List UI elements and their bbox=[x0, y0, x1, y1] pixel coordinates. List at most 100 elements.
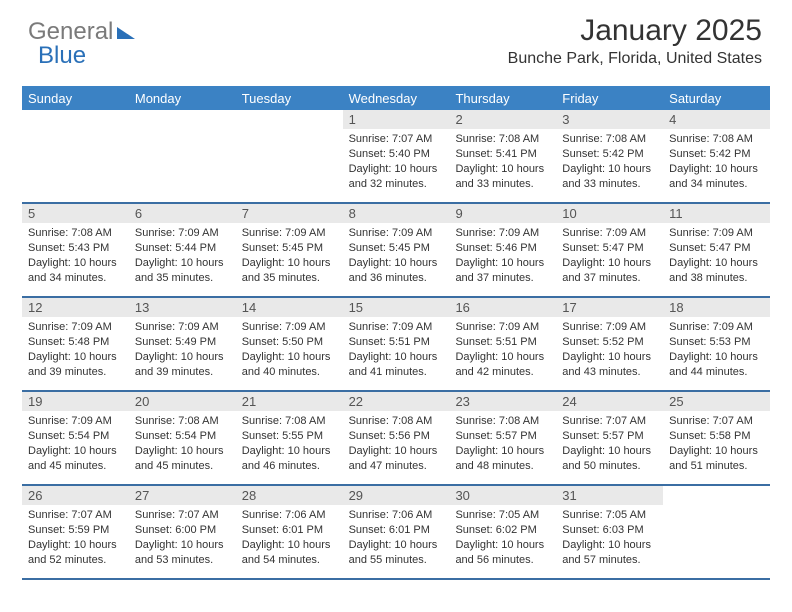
day-line-day1: Daylight: 10 hours bbox=[135, 444, 230, 459]
day-line-sunrise: Sunrise: 7:05 AM bbox=[562, 508, 657, 523]
day-line-day2: and 35 minutes. bbox=[135, 271, 230, 286]
calendar-day: 5Sunrise: 7:08 AMSunset: 5:43 PMDaylight… bbox=[22, 204, 129, 296]
day-details: Sunrise: 7:06 AMSunset: 6:01 PMDaylight:… bbox=[236, 505, 343, 573]
day-details: Sunrise: 7:08 AMSunset: 5:56 PMDaylight:… bbox=[343, 411, 450, 479]
calendar-day: 19Sunrise: 7:09 AMSunset: 5:54 PMDayligh… bbox=[22, 392, 129, 484]
calendar-day: 27Sunrise: 7:07 AMSunset: 6:00 PMDayligh… bbox=[129, 486, 236, 578]
calendar-day: 24Sunrise: 7:07 AMSunset: 5:57 PMDayligh… bbox=[556, 392, 663, 484]
day-number: 26 bbox=[22, 486, 129, 505]
day-line-sunset: Sunset: 5:42 PM bbox=[669, 147, 764, 162]
day-line-day1: Daylight: 10 hours bbox=[135, 256, 230, 271]
page-title: January 2025 bbox=[508, 14, 762, 48]
day-details: Sunrise: 7:08 AMSunset: 5:55 PMDaylight:… bbox=[236, 411, 343, 479]
day-number: 13 bbox=[129, 298, 236, 317]
day-line-day1: Daylight: 10 hours bbox=[455, 350, 550, 365]
day-line-day2: and 34 minutes. bbox=[28, 271, 123, 286]
day-line-day2: and 55 minutes. bbox=[349, 553, 444, 568]
day-line-sunset: Sunset: 5:58 PM bbox=[669, 429, 764, 444]
calendar-day bbox=[22, 110, 129, 202]
day-details: Sunrise: 7:08 AMSunset: 5:54 PMDaylight:… bbox=[129, 411, 236, 479]
day-number: 8 bbox=[343, 204, 450, 223]
day-line-sunrise: Sunrise: 7:08 AM bbox=[349, 414, 444, 429]
day-details: Sunrise: 7:05 AMSunset: 6:02 PMDaylight:… bbox=[449, 505, 556, 573]
day-line-day2: and 38 minutes. bbox=[669, 271, 764, 286]
day-line-day2: and 53 minutes. bbox=[135, 553, 230, 568]
day-number: 23 bbox=[449, 392, 556, 411]
day-header: Saturday bbox=[663, 87, 770, 110]
day-line-sunrise: Sunrise: 7:09 AM bbox=[562, 320, 657, 335]
day-details: Sunrise: 7:09 AMSunset: 5:45 PMDaylight:… bbox=[343, 223, 450, 291]
day-number: 11 bbox=[663, 204, 770, 223]
day-line-sunset: Sunset: 6:01 PM bbox=[349, 523, 444, 538]
day-line-sunset: Sunset: 5:41 PM bbox=[455, 147, 550, 162]
calendar-day: 8Sunrise: 7:09 AMSunset: 5:45 PMDaylight… bbox=[343, 204, 450, 296]
day-line-day2: and 43 minutes. bbox=[562, 365, 657, 380]
calendar-day: 10Sunrise: 7:09 AMSunset: 5:47 PMDayligh… bbox=[556, 204, 663, 296]
day-line-sunset: Sunset: 5:57 PM bbox=[562, 429, 657, 444]
day-details: Sunrise: 7:07 AMSunset: 5:58 PMDaylight:… bbox=[663, 411, 770, 479]
day-header: Wednesday bbox=[343, 87, 450, 110]
day-line-day2: and 42 minutes. bbox=[455, 365, 550, 380]
day-number: 22 bbox=[343, 392, 450, 411]
day-line-day2: and 50 minutes. bbox=[562, 459, 657, 474]
calendar-day: 17Sunrise: 7:09 AMSunset: 5:52 PMDayligh… bbox=[556, 298, 663, 390]
day-line-sunrise: Sunrise: 7:09 AM bbox=[242, 226, 337, 241]
calendar-day bbox=[236, 110, 343, 202]
day-number: 28 bbox=[236, 486, 343, 505]
day-number: 17 bbox=[556, 298, 663, 317]
calendar-day: 9Sunrise: 7:09 AMSunset: 5:46 PMDaylight… bbox=[449, 204, 556, 296]
day-line-sunrise: Sunrise: 7:08 AM bbox=[135, 414, 230, 429]
day-line-sunset: Sunset: 5:54 PM bbox=[135, 429, 230, 444]
day-line-day2: and 52 minutes. bbox=[28, 553, 123, 568]
day-header: Friday bbox=[556, 87, 663, 110]
day-number: 2 bbox=[449, 110, 556, 129]
day-number: 4 bbox=[663, 110, 770, 129]
day-details: Sunrise: 7:09 AMSunset: 5:44 PMDaylight:… bbox=[129, 223, 236, 291]
day-line-sunrise: Sunrise: 7:08 AM bbox=[455, 132, 550, 147]
day-number: 18 bbox=[663, 298, 770, 317]
day-number: 25 bbox=[663, 392, 770, 411]
day-details: Sunrise: 7:09 AMSunset: 5:48 PMDaylight:… bbox=[22, 317, 129, 385]
day-header: Sunday bbox=[22, 87, 129, 110]
day-line-sunset: Sunset: 5:42 PM bbox=[562, 147, 657, 162]
day-details: Sunrise: 7:08 AMSunset: 5:43 PMDaylight:… bbox=[22, 223, 129, 291]
calendar-day: 11Sunrise: 7:09 AMSunset: 5:47 PMDayligh… bbox=[663, 204, 770, 296]
day-header: Thursday bbox=[449, 87, 556, 110]
day-line-day2: and 56 minutes. bbox=[455, 553, 550, 568]
logo-triangle-icon bbox=[117, 25, 139, 39]
day-line-sunrise: Sunrise: 7:07 AM bbox=[349, 132, 444, 147]
day-line-sunset: Sunset: 5:48 PM bbox=[28, 335, 123, 350]
day-line-sunrise: Sunrise: 7:08 AM bbox=[669, 132, 764, 147]
day-line-sunrise: Sunrise: 7:09 AM bbox=[349, 226, 444, 241]
calendar-day: 28Sunrise: 7:06 AMSunset: 6:01 PMDayligh… bbox=[236, 486, 343, 578]
day-line-day2: and 40 minutes. bbox=[242, 365, 337, 380]
day-details: Sunrise: 7:08 AMSunset: 5:42 PMDaylight:… bbox=[556, 129, 663, 197]
day-line-sunset: Sunset: 5:56 PM bbox=[349, 429, 444, 444]
day-number: 5 bbox=[22, 204, 129, 223]
calendar: Sunday Monday Tuesday Wednesday Thursday… bbox=[22, 86, 770, 580]
calendar-week: 26Sunrise: 7:07 AMSunset: 5:59 PMDayligh… bbox=[22, 486, 770, 580]
day-line-sunrise: Sunrise: 7:09 AM bbox=[242, 320, 337, 335]
day-line-sunrise: Sunrise: 7:09 AM bbox=[28, 414, 123, 429]
day-line-day1: Daylight: 10 hours bbox=[455, 538, 550, 553]
day-details: Sunrise: 7:08 AMSunset: 5:42 PMDaylight:… bbox=[663, 129, 770, 197]
day-line-day1: Daylight: 10 hours bbox=[135, 350, 230, 365]
day-line-sunrise: Sunrise: 7:09 AM bbox=[669, 320, 764, 335]
day-details: Sunrise: 7:09 AMSunset: 5:52 PMDaylight:… bbox=[556, 317, 663, 385]
day-details: Sunrise: 7:07 AMSunset: 5:57 PMDaylight:… bbox=[556, 411, 663, 479]
day-line-sunset: Sunset: 5:47 PM bbox=[669, 241, 764, 256]
day-line-sunrise: Sunrise: 7:06 AM bbox=[242, 508, 337, 523]
day-line-sunset: Sunset: 6:00 PM bbox=[135, 523, 230, 538]
day-number: 16 bbox=[449, 298, 556, 317]
calendar-day: 18Sunrise: 7:09 AMSunset: 5:53 PMDayligh… bbox=[663, 298, 770, 390]
day-number: 20 bbox=[129, 392, 236, 411]
page-subtitle: Bunche Park, Florida, United States bbox=[508, 50, 762, 68]
day-header: Tuesday bbox=[236, 87, 343, 110]
calendar-day: 22Sunrise: 7:08 AMSunset: 5:56 PMDayligh… bbox=[343, 392, 450, 484]
day-line-sunset: Sunset: 5:45 PM bbox=[349, 241, 444, 256]
day-line-sunrise: Sunrise: 7:08 AM bbox=[455, 414, 550, 429]
day-line-day2: and 37 minutes. bbox=[562, 271, 657, 286]
day-number: 15 bbox=[343, 298, 450, 317]
day-line-day1: Daylight: 10 hours bbox=[669, 256, 764, 271]
calendar-day: 21Sunrise: 7:08 AMSunset: 5:55 PMDayligh… bbox=[236, 392, 343, 484]
